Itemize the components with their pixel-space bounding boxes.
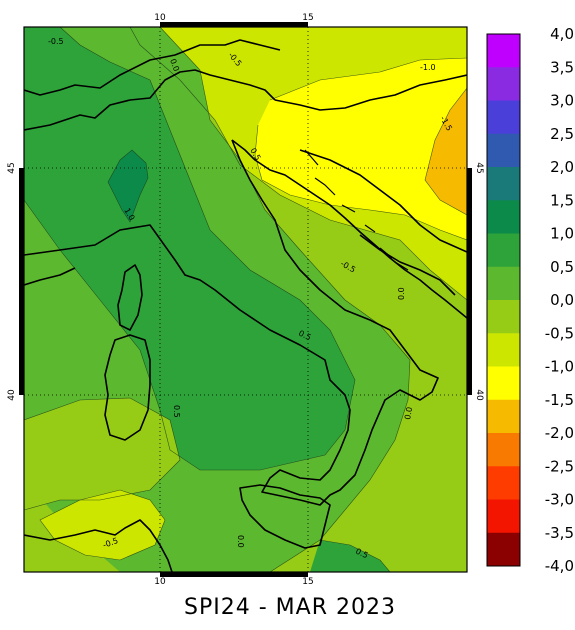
colorbar-cell <box>487 466 520 500</box>
colorbar-label: 3,5 <box>550 58 574 76</box>
balkan-border-3 <box>359 234 456 296</box>
corsica <box>117 264 143 331</box>
sicily <box>239 484 331 549</box>
contour-label: 0.0 <box>403 406 414 420</box>
colorbar-label: -2,0 <box>545 424 574 442</box>
colorbar-cell <box>487 532 520 567</box>
contour-label: 0.0 <box>168 58 181 73</box>
colorbar: 4,0 3,5 3,0 2,5 2,0 1,5 1,0 0,5 0,0 -0,5 -1,0 -1,5 -… <box>486 25 574 575</box>
lon-tick-label: 10 <box>154 577 166 587</box>
contour-label: 0.0 <box>397 287 406 300</box>
contour-label: 0.5 <box>172 405 181 418</box>
balkan-border <box>274 74 467 111</box>
colorbar-cell <box>487 233 520 268</box>
colorbar-label: 0,0 <box>550 291 574 309</box>
contour-label: -1.0 <box>420 63 436 72</box>
colorbar-frame <box>486 33 521 567</box>
adriatic-east-coast <box>231 139 467 319</box>
sardinia <box>104 334 151 441</box>
band-0-5-to-1 <box>24 27 355 470</box>
band-1-to-1-5 <box>108 150 148 222</box>
contour-label: -0.5 <box>48 37 64 46</box>
italy-coastline <box>24 139 439 506</box>
colorbar-cell <box>487 433 520 467</box>
colorbar-cell <box>487 333 520 367</box>
colorbar-label: -1,5 <box>545 391 574 409</box>
colorbar-label: 3,0 <box>550 92 574 110</box>
lon-tick-labels: 10 15 10 15 <box>154 13 313 587</box>
lat-tick-labels: 45 40 45 40 <box>7 162 484 401</box>
lat-tick-label: 40 <box>474 389 484 401</box>
lat-tick-label: 45 <box>474 162 484 173</box>
lon-tick-label: 15 <box>302 13 313 23</box>
colorbar-label: 1,5 <box>550 191 574 209</box>
colorbar-label: 2,5 <box>550 125 574 143</box>
colorbar-labels: 4,0 3,5 3,0 2,5 2,0 1,5 1,0 0,5 0,0 -0,5 -1,0 -1,5 -… <box>545 25 574 575</box>
band-sicily-minus-0-5 <box>40 490 165 560</box>
balkan-border-2 <box>299 149 467 253</box>
colorbar-label: -4,0 <box>545 557 574 575</box>
spi-contour-fill <box>24 27 467 572</box>
colorbar-label: 0,5 <box>550 258 574 276</box>
map-frame <box>19 22 472 577</box>
colorbar-label: 1,0 <box>550 225 574 243</box>
colorbar-cell <box>487 67 520 101</box>
band-minus-1-5-to-minus-2 <box>425 88 467 215</box>
north-africa-coast <box>24 519 173 572</box>
colorbar-label: 4,0 <box>550 25 574 43</box>
colorbar-label: -2,5 <box>545 457 574 475</box>
colorbar-cells <box>487 34 520 567</box>
coastlines-and-borders <box>24 39 467 572</box>
colorbar-label: -1,0 <box>545 358 574 376</box>
colorbar-cell <box>487 366 520 401</box>
lat-tick-label: 45 <box>7 162 17 173</box>
map-title: SPI24 - MAR 2023 <box>184 595 396 620</box>
contour-label: 0.0 <box>236 535 245 548</box>
colorbar-cell <box>487 399 520 434</box>
band-south-east-0-5 <box>310 540 390 572</box>
colorbar-label: -3,0 <box>545 491 574 509</box>
lon-tick-label: 15 <box>302 577 313 587</box>
colorbar-label: 2,0 <box>550 158 574 176</box>
colorbar-cell <box>487 300 520 334</box>
colorbar-cell <box>487 167 520 201</box>
north-border <box>24 39 281 96</box>
colorbar-cell <box>487 499 520 534</box>
colorbar-cell <box>487 200 520 234</box>
lon-tick-label: 10 <box>154 13 166 23</box>
lat-tick-label: 40 <box>7 389 17 401</box>
alpine-border <box>24 69 276 131</box>
france-coast <box>24 267 76 286</box>
colorbar-cell <box>487 266 520 301</box>
colorbar-cell <box>487 133 520 168</box>
colorbar-label: -0,5 <box>545 324 574 342</box>
spi-contour-lines <box>24 27 467 572</box>
graticule <box>24 27 467 572</box>
colorbar-cell <box>487 34 520 68</box>
colorbar-cell <box>487 100 520 135</box>
colorbar-label: -3,5 <box>545 524 574 542</box>
dalmatian-islands <box>304 149 409 271</box>
